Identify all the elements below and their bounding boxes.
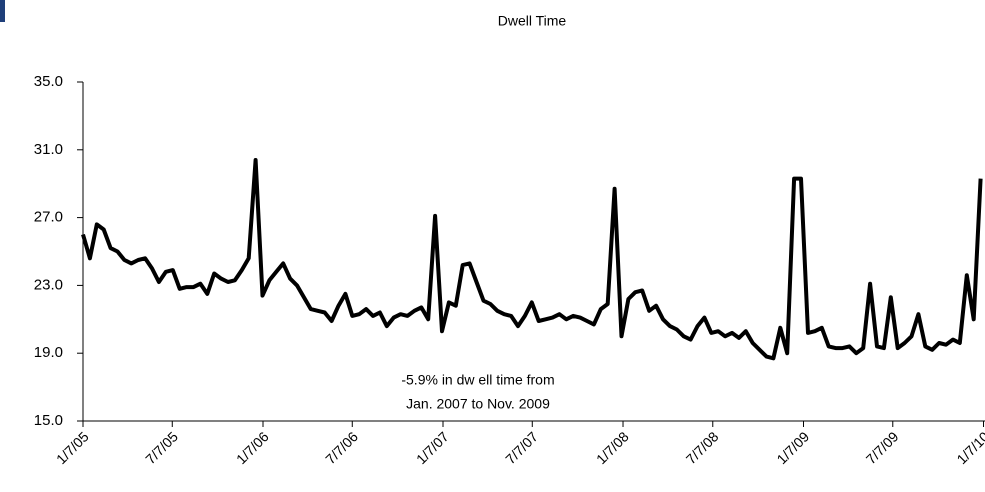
annotation: Jan. 2007 to Nov. 2009 — [406, 396, 550, 412]
y-tick-label: 35.0 — [34, 73, 63, 90]
y-tick-label: 19.0 — [34, 344, 63, 361]
x-tick-label: 7/7/06 — [322, 428, 361, 467]
y-tick-label: 31.0 — [34, 141, 63, 158]
x-tick-label: 1/7/10 — [953, 428, 985, 467]
x-tick-label: 1/7/09 — [773, 428, 812, 467]
y-tick-label: 23.0 — [34, 276, 63, 293]
x-tick-label: 1/7/07 — [413, 428, 452, 467]
x-tick-label: 7/7/09 — [863, 428, 902, 467]
annotation: -5.9% in dw ell time from — [401, 372, 554, 388]
chart-title: Dwell Time — [498, 13, 567, 29]
y-tick-label: 15.0 — [34, 412, 63, 429]
x-tick-label: 1/7/08 — [593, 428, 632, 467]
x-tick-label: 1/7/05 — [53, 428, 92, 467]
x-tick-label: 7/7/07 — [502, 428, 541, 467]
x-tick-label: 7/7/05 — [142, 428, 181, 467]
data-line — [81, 158, 983, 361]
x-tick-label: 1/7/06 — [233, 428, 272, 467]
corner-mark — [0, 0, 5, 22]
y-tick-label: 27.0 — [34, 209, 63, 226]
x-tick-label: 7/7/08 — [683, 428, 722, 467]
